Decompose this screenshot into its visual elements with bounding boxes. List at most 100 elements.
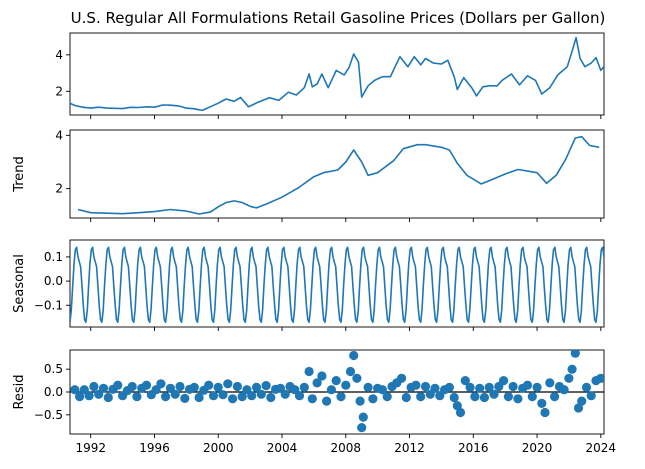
resid-point [540, 407, 550, 418]
x-tick-label: 1992 [75, 441, 106, 455]
resid-point [489, 389, 499, 399]
resid-point [312, 378, 322, 388]
resid-point [532, 382, 542, 392]
resid-point [170, 389, 180, 399]
axes-frame [69, 32, 605, 116]
resid-point [573, 403, 584, 413]
resid-point [522, 380, 533, 390]
resid-point [349, 350, 359, 361]
axes-frame [69, 239, 605, 328]
resid-point [564, 373, 574, 383]
resid-point [401, 392, 411, 403]
resid-point [420, 381, 431, 392]
data-layer [70, 350, 604, 433]
resid-panel: 0.5 0.0 −0.5 1992 1996 2000 2004 2008 2012 2016 20… [12, 349, 616, 455]
resid-point [84, 391, 94, 401]
resid-point [223, 379, 233, 389]
resid-point [581, 382, 592, 392]
resid-point [363, 382, 373, 392]
resid-point [175, 381, 185, 392]
resid-point [368, 394, 378, 404]
resid-point [341, 380, 351, 390]
resid-point [299, 382, 309, 392]
y-tick-label: 0.0 [44, 385, 63, 399]
resid-point [70, 385, 80, 395]
seasonal-line [70, 246, 604, 323]
resid-point [430, 383, 440, 393]
resid-point [113, 380, 123, 390]
resid-point [416, 392, 426, 402]
resid-point [357, 423, 367, 433]
resid-point [345, 366, 356, 377]
resid-point [527, 392, 537, 402]
y-tick-label: −0.1 [34, 298, 63, 312]
resid-point [586, 391, 596, 401]
x-tick-label: 2020 [522, 441, 553, 455]
resid-point [499, 376, 509, 386]
data-layer [70, 246, 604, 323]
resid-point [460, 376, 470, 386]
resid-point [465, 382, 475, 392]
seasonal-panel: 0.1 0.0 −0.1 Seasonal [12, 239, 605, 331]
resid-point [189, 382, 199, 392]
resid-point [559, 385, 569, 395]
resid-point [103, 392, 113, 403]
resid-point [411, 380, 421, 390]
y-tick-label: 0.5 [44, 362, 63, 376]
resid-point [194, 392, 204, 403]
resid-point [382, 392, 392, 402]
data-layer [77, 135, 600, 215]
resid-point [127, 381, 137, 392]
resid-point [218, 390, 228, 400]
resid-point [503, 392, 513, 402]
resid-point [294, 391, 305, 401]
y-tick-label: 0.1 [44, 250, 63, 264]
resid-point [475, 383, 485, 393]
resid-point [352, 373, 362, 383]
y-tick-label: 2 [55, 84, 63, 98]
plot-area: 2424Trend0.10.0−0.1Seasonal0.50.0−0.5199… [12, 32, 616, 455]
y-axis-title: Resid [12, 374, 27, 409]
resid-point [358, 412, 368, 422]
resid-point [304, 366, 314, 377]
y-tick-label: 2 [55, 182, 63, 196]
resid-point [537, 398, 547, 408]
resid-point [98, 383, 109, 393]
resid-point [256, 389, 266, 399]
x-tick-label: 2008 [330, 441, 361, 455]
resid-point [317, 371, 327, 381]
resid-point [204, 380, 214, 390]
observed-panel: 24 [55, 32, 605, 119]
y-axis-title: Seasonal [12, 254, 27, 313]
resid-point [261, 381, 271, 391]
resid-point [251, 382, 262, 392]
series-line [70, 36, 604, 112]
resid-point [161, 392, 171, 402]
resid-point [449, 392, 459, 403]
resid-point [89, 381, 99, 392]
data-layer [70, 36, 604, 112]
resid-point [577, 396, 587, 406]
y-tick-label: 0.0 [44, 274, 63, 288]
series-line [77, 135, 600, 215]
resid-point [550, 392, 560, 402]
resid-point [470, 392, 480, 402]
resid-point [326, 385, 336, 395]
y-tick-label: 4 [55, 128, 63, 142]
resid-point [377, 385, 387, 395]
resid-point [397, 373, 407, 383]
y-axis-title: Trend [12, 156, 27, 193]
resid-point [75, 392, 85, 402]
resid-point [596, 373, 604, 383]
resid-point [567, 364, 577, 374]
resid-point [545, 378, 555, 388]
resid-point [484, 382, 494, 392]
resid-point [237, 392, 247, 402]
x-tick-label: 2004 [267, 441, 298, 455]
resid-point [455, 407, 466, 418]
resid-point [508, 381, 518, 392]
resid-point [156, 379, 166, 389]
resid-point [307, 394, 317, 404]
resid-point [444, 382, 454, 392]
x-tick-label: 2024 [586, 441, 617, 455]
